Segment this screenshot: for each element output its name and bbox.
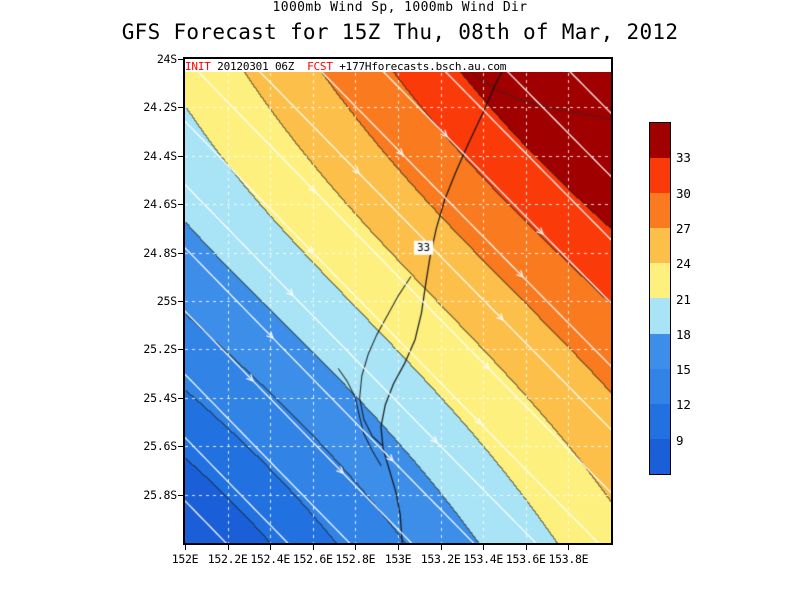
y-axis-tick-mark [178, 301, 183, 302]
y-axis-tick-label: 24.8S [143, 245, 177, 260]
colorbar-band [650, 403, 670, 439]
y-axis-tick-mark [178, 107, 183, 109]
colorbar-band [650, 333, 670, 369]
y-axis-tick-label: 25.8S [143, 487, 177, 502]
y-axis-tick-mark [178, 204, 183, 206]
x-axis-tick-label: 153.6E [505, 552, 546, 566]
y-axis-tick-label: 25S [156, 294, 177, 308]
weather-field-canvas [185, 59, 611, 543]
x-axis-tick-mark [525, 545, 527, 550]
x-axis-tick-label: 152.6E [292, 552, 333, 566]
x-axis-tick-mark [185, 545, 186, 550]
y-axis-tick-label: 24.6S [143, 197, 177, 212]
y-axis-tick-mark [178, 252, 183, 254]
map-plot-area [183, 57, 613, 545]
x-axis-tick-label: 153E [384, 552, 412, 566]
x-axis-tick-label: 153.8E [548, 552, 589, 566]
x-axis-tick-mark [568, 545, 570, 550]
colorbar-band [650, 368, 670, 404]
colorbar-tick-label: 33 [676, 150, 691, 166]
colorbar-band [650, 438, 670, 474]
y-axis-tick-mark [178, 397, 183, 399]
chart-title: GFS Forecast for 15Z Thu, 08th of Mar, 2… [121, 20, 679, 44]
x-axis-tick-mark [398, 545, 399, 550]
colorbar-tick-label: 9 [676, 432, 684, 448]
y-axis-tick-mark [178, 446, 183, 448]
x-axis-tick-label: 152E [171, 552, 199, 566]
y-axis-tick-label: 24.4S [143, 148, 177, 163]
colorbar-band [650, 298, 670, 334]
init-fcst-bar: INIT 20120301 06Z FCST +177Hforecasts.bs… [183, 57, 613, 72]
y-axis-tick-label: 24.2S [143, 100, 177, 115]
x-axis-tick-mark [227, 545, 229, 550]
watermark: forecasts.bsch.au.com [371, 60, 507, 72]
y-axis-tick-label: 25.6S [143, 439, 177, 454]
x-axis-tick-label: 152.4E [250, 552, 291, 566]
y-axis-tick-label: 25.4S [143, 390, 177, 405]
x-axis-tick-mark [355, 545, 357, 550]
colorbar-tick-label: 24 [676, 256, 691, 272]
colorbar [649, 122, 671, 475]
x-axis-tick-mark [270, 545, 272, 550]
x-axis-tick-mark [312, 545, 314, 550]
colorbar-band [650, 123, 670, 159]
fcst-label: FCST [307, 60, 333, 72]
x-axis-tick-label: 153.4E [463, 552, 504, 566]
colorbar-tick-label: 21 [676, 291, 691, 307]
colorbar-tick-label: 12 [676, 397, 691, 413]
y-axis-tick-label: 25.2S [143, 342, 177, 357]
y-axis-tick-mark [178, 155, 183, 157]
y-axis-tick-mark [178, 349, 183, 351]
colorbar-band [650, 158, 670, 194]
fcst-value: +177H [339, 60, 372, 72]
init-label: INIT [185, 60, 211, 72]
colorbar-band [650, 263, 670, 299]
x-axis-tick-label: 152.2E [207, 552, 248, 566]
colorbar-tick-label: 18 [676, 326, 691, 342]
colorbar-band [650, 228, 670, 264]
colorbar-band [650, 193, 670, 229]
x-axis-tick-label: 152.8E [335, 552, 376, 566]
init-value: 20120301 06Z [217, 60, 295, 72]
chart-subtitle: 1000mb Wind Sp, 1000mb Wind Dir [272, 0, 528, 15]
x-axis-tick-label: 153.2E [420, 552, 461, 566]
x-axis-tick-mark [483, 545, 485, 550]
colorbar-tick-label: 15 [676, 362, 691, 378]
y-axis-tick-label: 24S [156, 52, 177, 66]
colorbar-tick-label: 30 [676, 185, 691, 201]
colorbar-tick-label: 27 [676, 220, 691, 236]
x-axis-tick-mark [440, 545, 442, 550]
y-axis-tick-mark [178, 494, 183, 496]
y-axis-tick-mark [178, 59, 183, 60]
